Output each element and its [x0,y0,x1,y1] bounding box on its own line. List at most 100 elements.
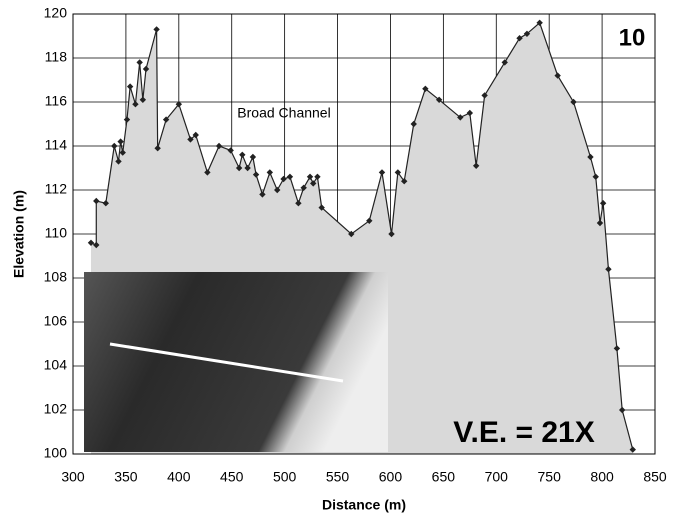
y-tick-label: 114 [45,137,68,153]
inset-image [84,272,388,452]
x-tick-label: 700 [485,469,509,485]
y-tick-label: 100 [44,445,68,461]
data-point [378,169,386,176]
data-point [87,239,95,246]
data-point [154,145,161,152]
data-point [192,131,199,139]
data-point [93,241,100,249]
profile-line [109,342,344,383]
annotation: 10 [619,24,646,51]
x-tick-label: 500 [273,469,297,485]
data-point [162,116,170,123]
data-point [554,72,561,79]
data-point [274,186,281,194]
y-tick-label: 120 [44,5,68,21]
data-point [523,30,531,37]
data-point [235,164,243,172]
data-point [599,200,607,207]
data-point [466,109,474,117]
y-tick-label: 106 [44,313,68,329]
data-point [310,180,317,187]
data-point [187,136,194,143]
annotation: V.E. = 21X [453,416,595,449]
x-tick-label: 300 [61,469,85,485]
data-point [501,59,508,66]
profile-line [90,21,634,450]
data-point [318,204,325,211]
data-point [306,173,314,180]
data-point [153,26,160,33]
data-point [394,169,402,176]
y-tick-label: 112 [45,181,68,197]
x-tick-label: 850 [643,469,667,485]
data-point [300,184,307,191]
x-tick-label: 800 [590,469,614,485]
data-point [139,96,147,103]
data-point [111,142,118,150]
y-tick-label: 110 [45,225,68,241]
data-point [587,153,594,161]
data-point [410,120,417,128]
data-point [618,406,626,414]
data-point [115,158,122,165]
x-tick-label: 400 [167,469,191,485]
data-point [126,83,134,90]
data-point [592,173,599,180]
data-point [123,116,131,123]
labels: 100 102 104 106 108 110 112 114 116 118 120 300 350 4… [44,5,667,485]
data-point [481,92,488,99]
x-tick-label: 550 [326,469,350,485]
data-point [280,175,287,183]
x-tick-label: 650 [432,469,456,485]
data-point [119,149,126,156]
data-point [613,345,621,352]
data-point [457,114,464,121]
data-point [348,230,355,238]
data-point [175,101,183,108]
data-point [132,101,139,108]
y-tick-label: 102 [44,401,68,417]
data-point [259,191,266,198]
data-point [227,147,234,154]
data-point [249,153,257,161]
data-point [204,169,211,176]
x-tick-label: 350 [114,469,138,485]
data-point [388,230,395,238]
data-point [516,35,523,42]
x-tick-label: 750 [538,469,562,485]
x-tick-label: 600 [379,469,403,485]
data-point [472,162,480,169]
aerial-photo [84,272,388,452]
data-point [629,446,636,453]
data-point [605,266,612,273]
data-point [570,98,577,106]
data-point [266,169,274,176]
annotation: Broad Channel [237,105,330,121]
data-point [117,138,124,145]
x-axis-title: Distance (m) [322,497,406,513]
plot-frame [72,13,656,455]
data-point [422,85,429,92]
y-tick-label: 116 [45,93,68,109]
data-point [215,142,223,150]
data-point [314,173,321,180]
y-axis-title: Elevation (m) [11,190,27,278]
data-point [93,197,100,205]
data-point [536,19,543,26]
data-point [596,219,604,227]
data-point [239,151,246,158]
data-point [142,65,150,73]
data-point [252,171,260,178]
y-tick-label: 104 [44,357,68,373]
y-tick-label: 108 [44,269,68,285]
data-point [136,59,143,66]
data-point [366,217,373,224]
y-tick-label: 118 [45,49,68,65]
data-point [286,173,294,180]
x-tick-label: 450 [220,469,244,485]
data-point [244,164,251,172]
data-point [102,200,110,207]
data-point [295,200,302,207]
